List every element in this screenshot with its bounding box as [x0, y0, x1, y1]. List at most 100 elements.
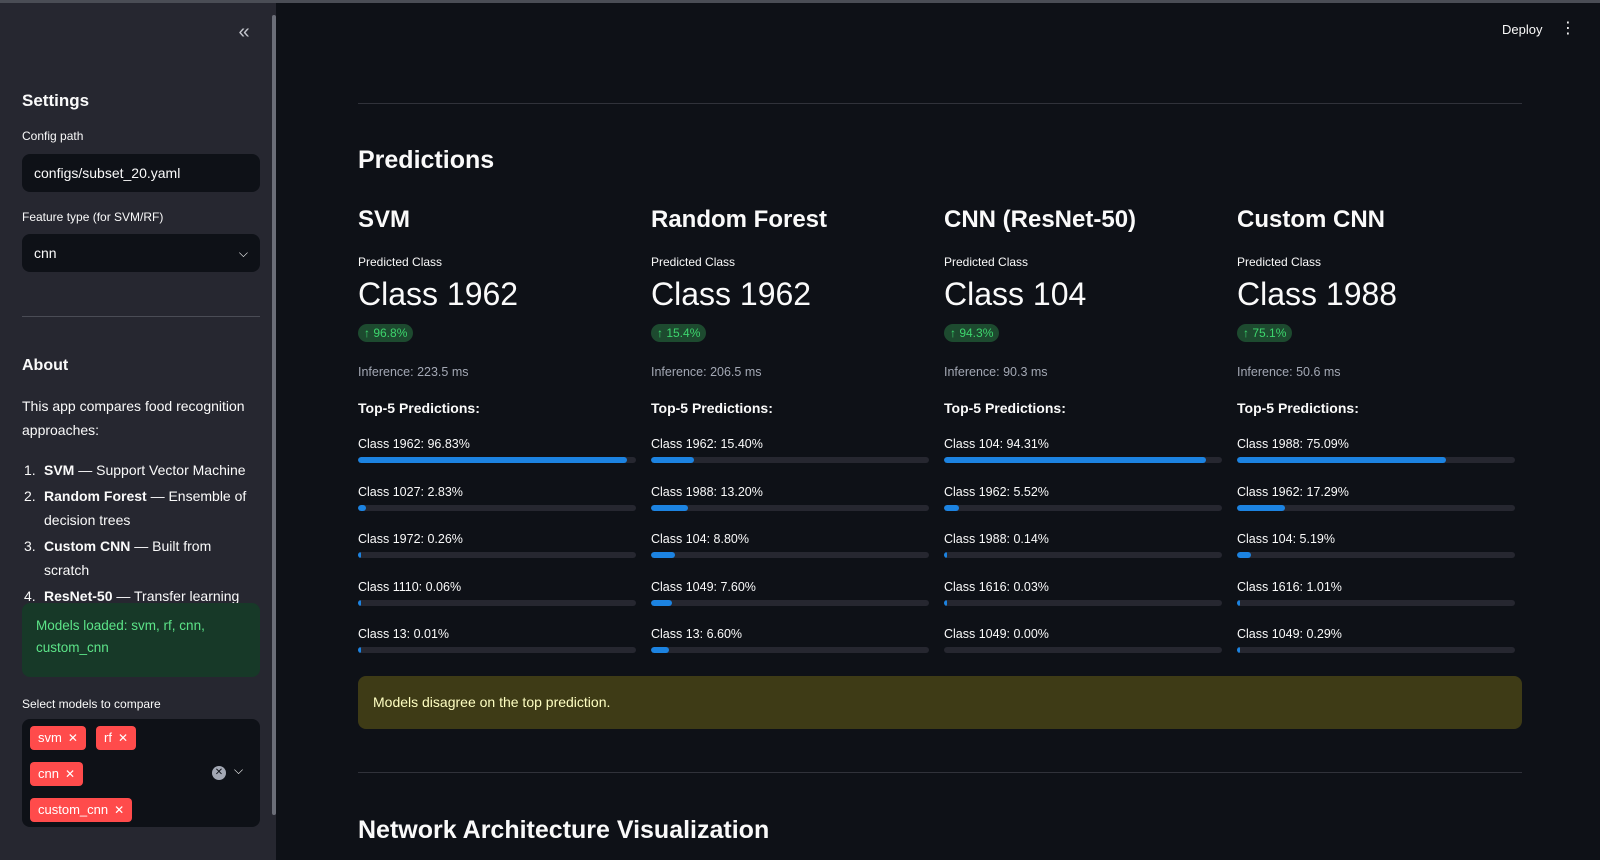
progress-fill	[651, 647, 670, 653]
progress-track	[358, 552, 636, 558]
progress-fill	[944, 552, 948, 558]
models-multiselect[interactable]: svm ✕ rf ✕ cnn ✕ custom_cnn ✕ ✕ ⌵	[22, 719, 260, 827]
progress-track	[358, 504, 636, 511]
predicted-class-value: Class 1988	[1237, 276, 1398, 312]
prediction-label: Class 1049: 7.60%	[651, 579, 756, 594]
top5-prediction: Class 1049: 0.29%	[1237, 627, 1517, 667]
network-architecture-title: Network Architecture Visualization	[358, 816, 770, 844]
top5-heading: Top-5 Predictions:	[1237, 400, 1359, 416]
top5-prediction: Class 1988: 75.09%	[1237, 437, 1517, 477]
progress-fill	[944, 504, 960, 511]
prediction-label: Class 1962: 15.40%	[651, 437, 763, 451]
models-loaded-alert: Models loaded: svm, rf, cnn, custom_cnn	[22, 603, 260, 677]
top5-heading: Top-5 Predictions:	[944, 400, 1066, 416]
confidence-delta-badge: ↑ 75.1%	[1237, 324, 1293, 342]
prediction-label: Class 13: 0.01%	[358, 627, 450, 641]
double-chevron-left-icon[interactable]: «	[238, 21, 250, 43]
sidebar-divider	[22, 316, 260, 317]
prediction-label: Class 104: 94.31%	[944, 437, 1049, 451]
prediction-label: Class 1972: 0.26%	[358, 532, 463, 546]
prediction-label: Class 1988: 0.14%	[944, 532, 1049, 546]
predicted-class-label: Predicted Class	[358, 255, 443, 269]
confidence-delta-badge: ↑ 94.3%	[944, 324, 1000, 342]
top5-prediction: Class 1962: 5.52%	[944, 485, 1224, 525]
top5-heading: Top-5 Predictions:	[651, 400, 773, 416]
progress-track	[1237, 504, 1515, 511]
progress-track	[358, 647, 636, 653]
top5-prediction: Class 104: 94.31%	[944, 437, 1224, 477]
prediction-label: Class 1049: 0.00%	[944, 627, 1049, 641]
feature-type-value: cnn	[34, 245, 57, 261]
tag-svm[interactable]: svm ✕	[30, 726, 86, 750]
prediction-label: Class 1027: 2.83%	[358, 484, 463, 499]
progress-track	[1237, 647, 1515, 653]
progress-fill	[358, 457, 628, 463]
close-icon: ✕	[114, 803, 125, 817]
model-title: Random Forest	[651, 206, 828, 233]
predicted-class-label: Predicted Class	[1237, 255, 1322, 269]
chevron-down-icon: ⌵	[238, 246, 248, 260]
top5-prediction: Class 1616: 0.03%	[944, 580, 1224, 620]
close-icon: ✕	[67, 731, 78, 745]
progress-fill	[1237, 599, 1241, 606]
predicted-class-value: Class 1962	[651, 276, 812, 312]
model-title: SVM	[358, 206, 411, 233]
progress-fill	[358, 599, 362, 606]
top5-prediction: Class 1027: 2.83%	[358, 485, 638, 525]
prediction-label: Class 104: 8.80%	[651, 532, 749, 546]
progress-track	[944, 457, 1222, 463]
prediction-label: Class 1110: 0.06%	[358, 579, 462, 594]
top5-prediction: Class 13: 0.01%	[358, 627, 638, 667]
list-item: 3. Custom CNN — Built from scratch	[24, 538, 212, 578]
predicted-class-label: Predicted Class	[944, 255, 1029, 269]
progress-fill	[651, 457, 694, 463]
top5-prediction: Class 1962: 15.40%	[651, 437, 931, 477]
kebab-icon[interactable]: ⋮	[1560, 20, 1576, 37]
progress-fill	[1237, 647, 1241, 653]
progress-track	[651, 552, 929, 558]
about-title: About	[22, 357, 69, 374]
list-item: 4. ResNet-50 — Transfer learning	[24, 588, 240, 604]
predicted-class-value: Class 1962	[358, 276, 519, 312]
progress-fill	[651, 552, 676, 558]
confidence-delta-badge: ↑ 15.4%	[651, 324, 707, 342]
top5-prediction: Class 1616: 1.01%	[1237, 580, 1517, 620]
progress-fill	[358, 647, 362, 653]
deploy-button[interactable]: Deploy	[1502, 22, 1543, 37]
chevron-down-icon[interactable]: ⌵	[234, 763, 244, 777]
progress-track	[1237, 457, 1515, 463]
feature-type-select[interactable]: cnn ⌵	[22, 234, 260, 272]
inference-time: Inference: 50.6 ms	[1237, 365, 1341, 379]
prediction-label: Class 1988: 75.09%	[1237, 437, 1349, 451]
top5-prediction: Class 1049: 7.60%	[651, 580, 931, 620]
prediction-label: Class 104: 5.19%	[1237, 532, 1335, 546]
prediction-label: Class 13: 6.60%	[651, 627, 743, 641]
prediction-label: Class 1616: 1.01%	[1237, 579, 1342, 594]
progress-track	[651, 504, 929, 511]
prediction-label: Class 1988: 13.20%	[651, 484, 763, 499]
config-path-input[interactable]: configs/subset_20.yaml	[22, 154, 260, 192]
progress-track	[944, 552, 1222, 558]
top5-heading: Top-5 Predictions:	[358, 400, 480, 416]
prediction-label: Class 1962: 17.29%	[1237, 484, 1349, 499]
settings-title: Settings	[22, 91, 90, 110]
tag-cnn[interactable]: cnn ✕	[30, 762, 84, 786]
top5-prediction: Class 104: 8.80%	[651, 532, 931, 572]
progress-track	[944, 647, 1222, 653]
tag-custom-cnn[interactable]: custom_cnn ✕	[30, 798, 133, 822]
tag-rf[interactable]: rf ✕	[96, 726, 137, 750]
feature-type-label: Feature type (for SVM/RF)	[22, 210, 164, 224]
prediction-label: Class 1616: 0.03%	[944, 579, 1049, 594]
clear-all-icon[interactable]: ✕	[212, 766, 226, 780]
progress-track	[651, 599, 929, 606]
prediction-label: Class 1962: 96.83%	[358, 437, 470, 451]
sidebar-scrollbar[interactable]	[272, 15, 276, 815]
progress-fill	[1237, 457, 1446, 463]
top5-prediction: Class 1988: 13.20%	[651, 485, 931, 525]
top5-prediction: Class 1962: 96.83%	[358, 437, 638, 477]
top5-prediction: Class 1110: 0.06%	[358, 580, 638, 620]
progress-track	[358, 599, 636, 606]
progress-track	[651, 647, 929, 653]
progress-track	[358, 457, 636, 463]
close-icon: ✕	[64, 767, 76, 781]
